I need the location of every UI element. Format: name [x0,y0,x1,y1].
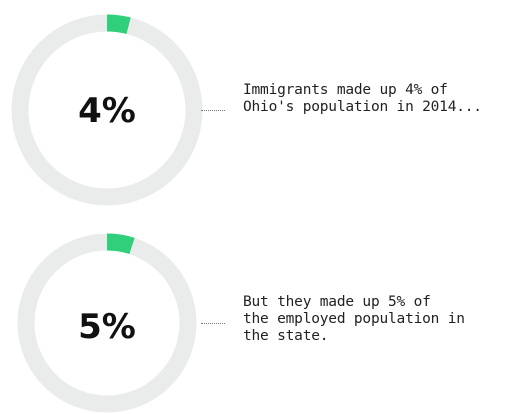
donut-caption: Immigrants made up 4% of Ohio's populati… [243,82,511,116]
donut-center-value: 4% [78,91,136,131]
donut-panel-population: 4% Immigrants made up 4% of Ohio's popul… [11,14,511,206]
donut-panel-employment: 5% But they made up 5% of the employed p… [0,207,511,414]
donut-chart-population [11,14,203,206]
donut-center-value: 5% [78,307,136,347]
caption-line: the state. [243,328,329,344]
donut-caption: But they made up 5% of the employed popu… [243,294,511,345]
caption-line: Immigrants made up 4% of [243,82,448,98]
donut-accent-arc [17,233,197,413]
donut-accent-arc [11,14,203,206]
caption-line: Ohio's population in 2014... [243,99,482,115]
caption-line: the employed population in [243,311,465,327]
dotted-connector [201,323,225,324]
caption-line: But they made up 5% of [243,294,431,310]
dotted-connector [201,110,225,111]
donut-chart-employment [17,233,197,413]
